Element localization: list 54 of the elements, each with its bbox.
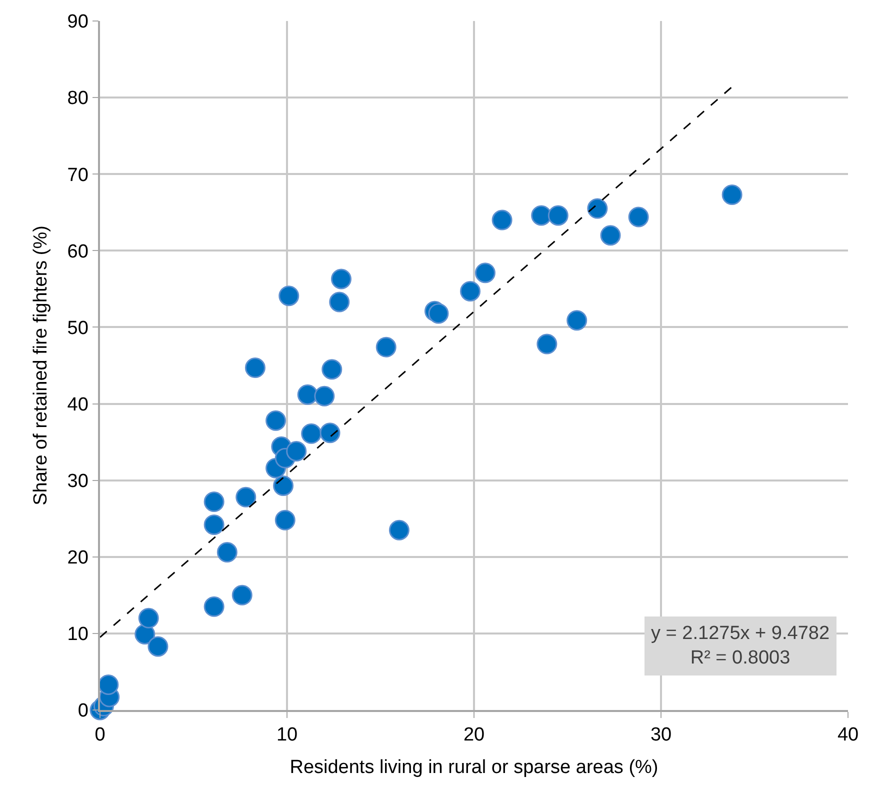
x-tick-label: 10 bbox=[276, 724, 298, 746]
y-tick-label: 70 bbox=[67, 164, 88, 186]
point bbox=[587, 198, 608, 219]
point bbox=[460, 280, 481, 302]
point bbox=[566, 310, 588, 331]
point bbox=[216, 542, 238, 563]
point bbox=[232, 584, 252, 606]
point bbox=[388, 520, 410, 540]
y-axis-title: Share of retained fire fighters (%) bbox=[30, 226, 52, 506]
point bbox=[301, 423, 322, 444]
point bbox=[320, 422, 340, 444]
x-tick-label: 30 bbox=[650, 724, 672, 746]
y-tick-label: 30 bbox=[67, 470, 88, 492]
point bbox=[148, 636, 168, 657]
point bbox=[600, 225, 621, 246]
y-tick-label: 40 bbox=[67, 394, 88, 416]
y-tick-label: 20 bbox=[67, 548, 88, 569]
x-axis-title: Residents living in rural or sparse areas (%) bbox=[290, 756, 658, 778]
point bbox=[548, 205, 568, 226]
y-tick-label: 50 bbox=[67, 318, 88, 339]
point bbox=[236, 486, 256, 508]
point bbox=[98, 674, 119, 695]
point bbox=[330, 268, 352, 290]
point bbox=[536, 334, 558, 354]
point bbox=[531, 205, 552, 226]
point bbox=[204, 596, 224, 617]
x-tick-label: 20 bbox=[463, 724, 485, 746]
point bbox=[204, 492, 224, 512]
point bbox=[274, 510, 296, 530]
point bbox=[138, 608, 159, 628]
point bbox=[314, 386, 335, 406]
point bbox=[628, 206, 649, 228]
annotation: y = 2.1275x + 9.4782 R² = 0.8003 bbox=[651, 623, 830, 669]
y-tick-label: 0 bbox=[78, 700, 88, 722]
point bbox=[278, 286, 300, 306]
point bbox=[722, 184, 742, 206]
point bbox=[286, 440, 307, 462]
point bbox=[428, 303, 449, 324]
point bbox=[204, 514, 224, 535]
point bbox=[492, 210, 512, 230]
x-tick-label: 40 bbox=[837, 724, 859, 746]
y-tick-label: 90 bbox=[67, 12, 88, 33]
point bbox=[474, 262, 496, 284]
point bbox=[322, 359, 342, 380]
point bbox=[297, 384, 318, 405]
point bbox=[266, 410, 286, 431]
x-tick-label: 0 bbox=[94, 724, 106, 746]
point bbox=[329, 292, 350, 312]
point bbox=[244, 358, 266, 378]
point bbox=[376, 336, 396, 358]
point bbox=[273, 475, 294, 496]
y-tick-label: 60 bbox=[67, 241, 88, 262]
y-tick-label: 10 bbox=[67, 624, 88, 646]
y-tick-label: 80 bbox=[67, 88, 88, 110]
